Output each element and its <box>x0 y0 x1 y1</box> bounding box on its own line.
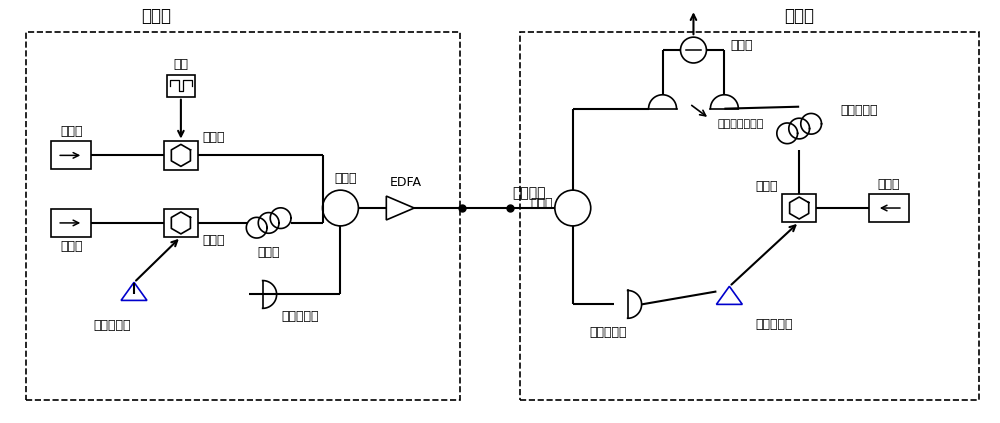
FancyBboxPatch shape <box>164 141 198 170</box>
Text: EDFA: EDFA <box>389 176 421 189</box>
Text: 调制器: 调制器 <box>203 234 225 247</box>
FancyBboxPatch shape <box>164 209 198 237</box>
FancyBboxPatch shape <box>782 194 816 222</box>
FancyBboxPatch shape <box>167 75 195 97</box>
Text: 射频放大器: 射频放大器 <box>93 319 131 332</box>
Text: 加法器: 加法器 <box>730 38 753 52</box>
Text: 耦合器: 耦合器 <box>530 197 553 209</box>
Text: 发送端: 发送端 <box>141 7 171 25</box>
FancyBboxPatch shape <box>869 194 909 222</box>
FancyBboxPatch shape <box>51 209 91 237</box>
Text: 延迟线: 延迟线 <box>257 246 280 259</box>
Text: 调制器: 调制器 <box>203 131 225 144</box>
Text: 激光器: 激光器 <box>60 125 82 138</box>
Text: 光电探测器: 光电探测器 <box>282 310 319 323</box>
Text: 可调延迟线: 可调延迟线 <box>840 104 878 117</box>
Text: 射频放大器: 射频放大器 <box>755 318 793 331</box>
Text: 接收光电探测器: 接收光电探测器 <box>717 118 764 129</box>
Text: 激光器: 激光器 <box>60 240 82 253</box>
Text: 信息: 信息 <box>173 58 188 71</box>
Text: 调制器: 调制器 <box>755 180 778 192</box>
Text: 接收端: 接收端 <box>784 7 814 25</box>
FancyBboxPatch shape <box>51 141 91 169</box>
Text: 大气信道: 大气信道 <box>512 186 545 200</box>
Text: 光电探测器: 光电探测器 <box>589 326 626 339</box>
Text: 激光器: 激光器 <box>878 178 900 191</box>
Text: 耦合器: 耦合器 <box>334 172 357 185</box>
